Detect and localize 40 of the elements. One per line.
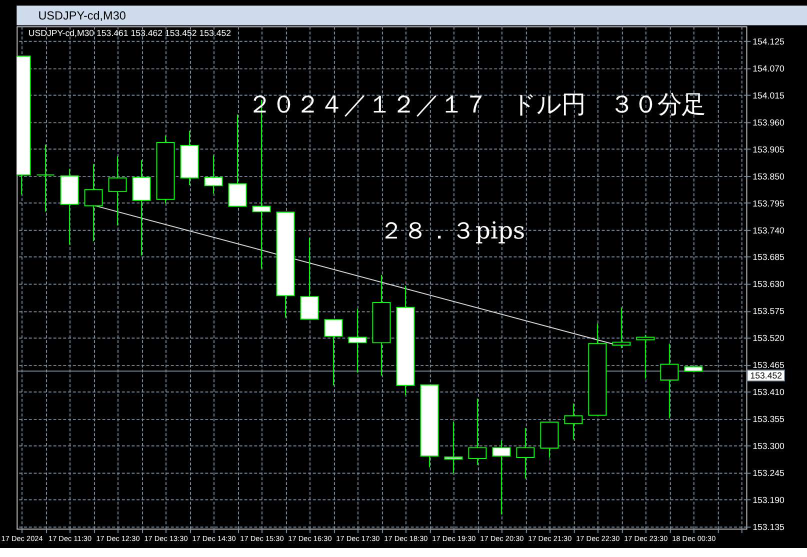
y-tick-label: 153.795 (752, 198, 785, 208)
y-tick-label: 153.630 (752, 279, 785, 290)
candlestick (132, 160, 151, 256)
y-tick-label: 153.135 (752, 522, 785, 532)
y-tick-label: 154.015 (752, 90, 785, 100)
candlestick (228, 114, 247, 207)
y-tick-label: 153.465 (752, 360, 785, 370)
y-tick-label: 153.245 (752, 468, 785, 478)
y-tick-label: 153.520 (752, 333, 785, 344)
y-tick-label: 153.355 (752, 414, 785, 424)
candlestick (204, 154, 223, 194)
y-tick-label: 153.685 (752, 252, 785, 262)
candlestick (468, 398, 487, 466)
y-tick-label: 153.190 (752, 495, 785, 506)
candlestick (564, 403, 583, 440)
y-tick-label: 154.125 (752, 36, 785, 46)
candlestick (36, 144, 55, 212)
text: ２０２４／１２／１７ ドル円 ３０分足 (247, 89, 706, 118)
y-tick-label: 154.070 (752, 63, 785, 74)
candlestick (108, 156, 127, 226)
candlestick (444, 421, 463, 474)
candlestick (348, 308, 367, 374)
y-tick-label: 153.300 (752, 441, 785, 452)
text: USDJPY-cd,M30 (38, 9, 126, 22)
y-tick-label: 153.575 (752, 306, 785, 316)
candlestick (660, 343, 679, 419)
candlestick (612, 306, 631, 349)
y-tick-label: 153.850 (752, 171, 785, 182)
ref-line-label: 153.452 (750, 370, 782, 380)
y-tick-label: 153.905 (752, 144, 785, 154)
y-tick-label: 153.960 (752, 117, 785, 128)
candlestick (84, 164, 103, 242)
candlestick (300, 237, 319, 320)
y-tick-label: 153.410 (752, 387, 785, 398)
annotation: USDJPY-cd,M30 153.461 153.462 153.452 153.452 (28, 28, 232, 38)
candlestick (516, 428, 535, 480)
candlestick (492, 440, 511, 515)
annotation: ２８．３pips (379, 216, 526, 245)
y-tick-label: 153.740 (752, 225, 785, 236)
candlestick (324, 319, 343, 386)
